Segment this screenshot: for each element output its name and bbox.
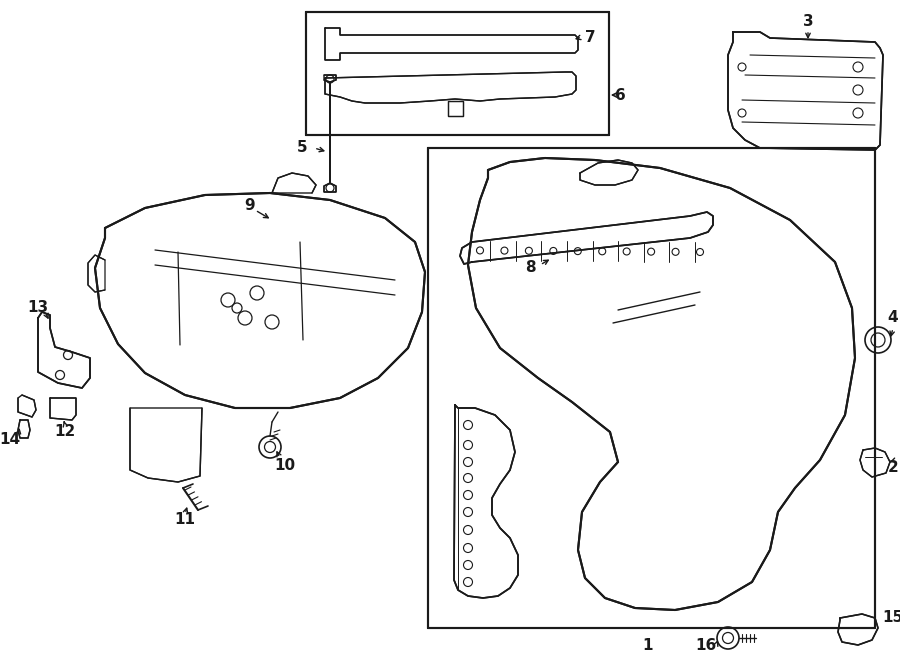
Text: 5: 5 xyxy=(297,141,307,155)
Text: 7: 7 xyxy=(585,30,595,44)
Text: 2: 2 xyxy=(887,461,898,475)
Text: 13: 13 xyxy=(27,301,49,315)
Text: 3: 3 xyxy=(803,15,814,30)
Text: 8: 8 xyxy=(525,260,535,276)
Text: 4: 4 xyxy=(887,311,898,325)
Text: 15: 15 xyxy=(882,611,900,625)
Text: 11: 11 xyxy=(175,512,195,527)
Text: 6: 6 xyxy=(615,87,626,102)
Text: 12: 12 xyxy=(54,424,76,440)
Text: 16: 16 xyxy=(696,637,716,652)
Text: 10: 10 xyxy=(274,457,295,473)
Text: 14: 14 xyxy=(0,432,21,447)
Text: 9: 9 xyxy=(245,198,256,212)
Text: 1: 1 xyxy=(643,637,653,652)
